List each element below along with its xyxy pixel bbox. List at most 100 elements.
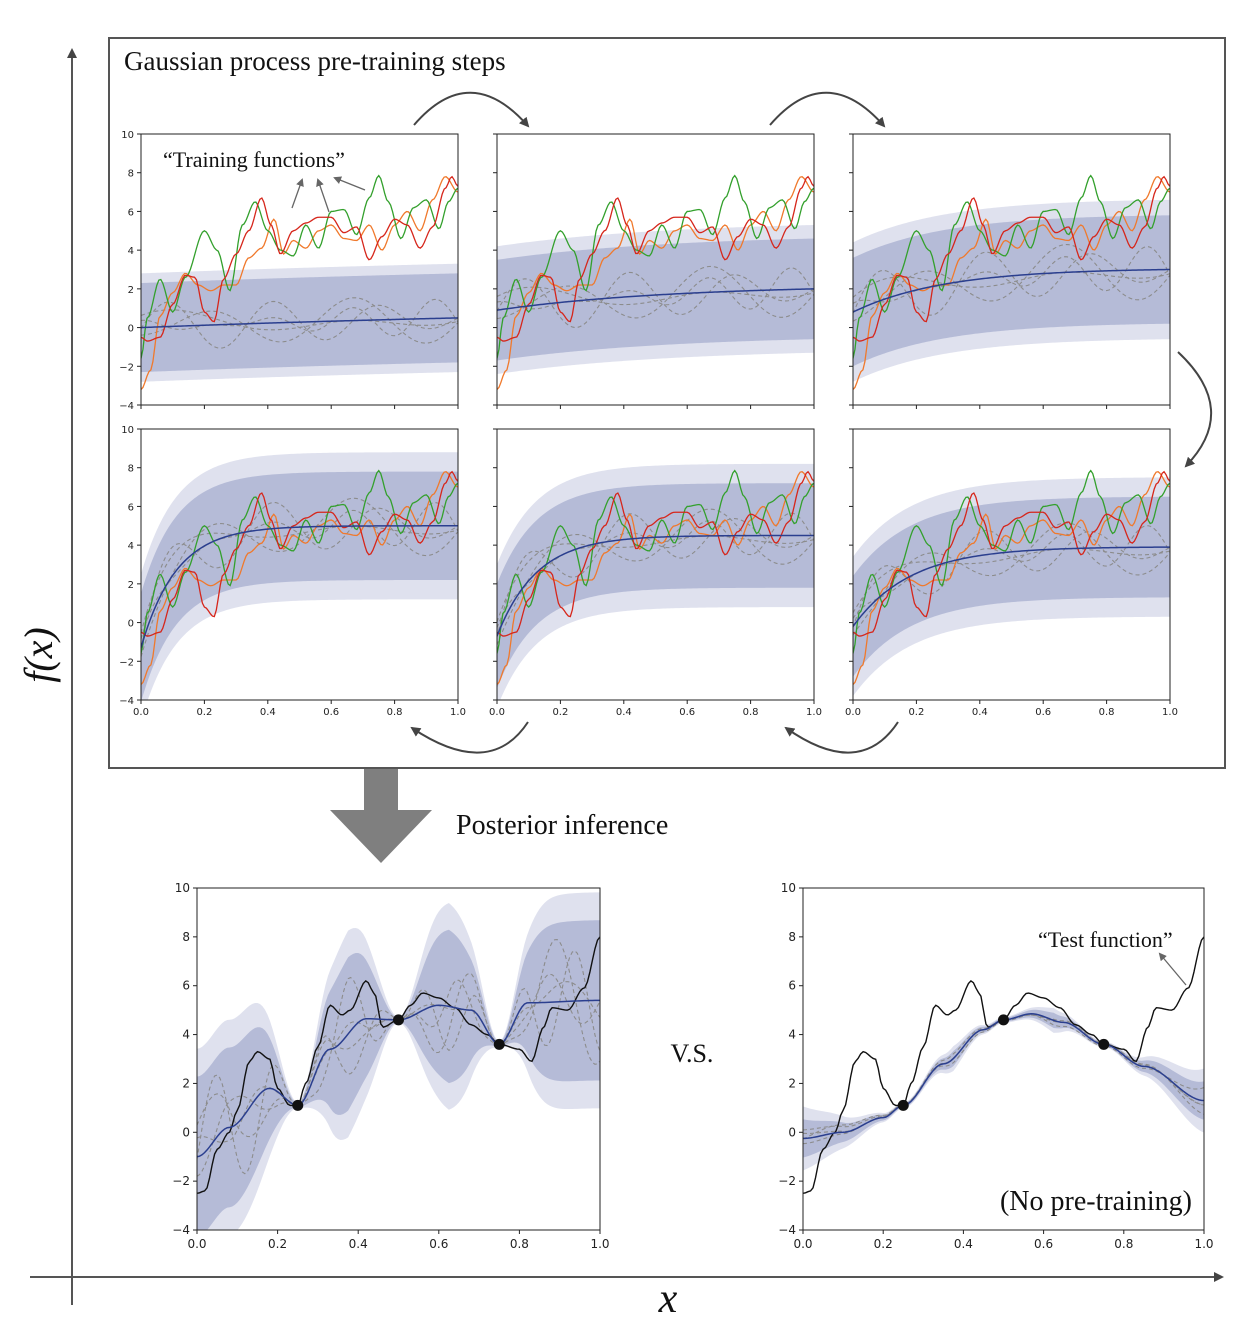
uncertainty-band-inner [197,920,600,1230]
y-tick-label: 10 [781,881,796,895]
y-tick-label: 10 [121,130,134,141]
uncertainty-band-inner [853,215,1170,367]
panel-step2 [493,133,815,409]
training-function-red [853,175,1170,342]
x-tick-label: 0.8 [387,707,403,718]
training-function-red [497,470,814,637]
x-tick-label: 0.2 [552,707,568,718]
x-tick-label: 0.0 [845,707,861,718]
x-tick-label: 0.4 [616,707,632,718]
x-tick-label: 1.0 [590,1237,609,1251]
y-tick-label: 2 [128,285,134,296]
training-function-green [497,174,814,359]
y-tick-label: 4 [788,1028,796,1042]
plot-frame [140,428,459,701]
training-annotation-arrow-2 [316,178,330,213]
x-tick-label: 0.2 [908,707,924,718]
plot-frame [496,428,815,701]
x-tick-label: 0.6 [679,707,695,718]
y-tick-label: 2 [788,1076,796,1090]
plot-frame [496,133,815,406]
y-tick-label: 10 [175,881,190,895]
training-function-orange [853,471,1170,685]
training-function-red [497,175,814,342]
x-tick-label: 1.0 [1162,707,1178,718]
posterior-mean-line [497,534,814,637]
x-tick-label: 0.0 [187,1237,206,1251]
sample-function [197,981,600,1138]
posterior-inference-label: Posterior inference [456,810,668,841]
y-tick-label: 8 [182,930,190,944]
vs-label: V.S. [671,1039,714,1068]
x-tick-label: 0.6 [323,707,339,718]
y-tick-label: −2 [778,1174,796,1188]
x-tick-label: 0.6 [429,1237,448,1251]
step-arrow-5-4 [410,721,529,754]
pretraining-box-title: Gaussian process pre-training steps [124,46,506,76]
sample-function [853,522,1170,636]
pretraining-box [108,37,1226,769]
y-tick-label: 0 [128,324,134,335]
x-tick-label: 0.0 [793,1237,812,1251]
y-tick-label: 0 [182,1125,190,1139]
panel-posterior_no_pretraining: −4 −2 0 2 4 6 8 10 0.0 0.2 0.4 0.6 0.8 1.0 [778,881,1213,1251]
posterior-mean-line [853,268,1170,313]
posterior-panels: −4 −2 0 2 4 6 8 10 0.0 0.2 0.4 0.6 0.8 1.0 −4 −2 0 2 4 6 8 10… [172,881,1213,1251]
y-tick-label: −4 [119,696,134,707]
y-tick-label: −2 [119,657,134,668]
y-tick-label: −4 [119,401,134,412]
plot-area [141,174,458,390]
training-function-green [497,469,814,654]
observation-point [897,1099,909,1111]
sample-function [141,497,458,658]
x-tick-label: 0.4 [260,707,276,718]
x-tick-label: 1.0 [1194,1237,1213,1251]
y-tick-label: 6 [128,207,134,218]
training-function-orange [853,176,1170,390]
training-function-green [141,174,458,359]
x-tick-label: 0.8 [510,1237,529,1251]
y-tick-label: −2 [172,1174,190,1188]
plot-area [497,463,814,700]
y-tick-label: 8 [788,930,796,944]
panel-step5: 0.0 0.2 0.4 0.6 0.8 1.0 [489,428,822,718]
y-tick-label: 8 [128,464,134,475]
x-tick-label: 0.0 [489,707,505,718]
y-tick-label: 4 [182,1028,190,1042]
x-tick-label: 0.8 [1114,1237,1133,1251]
x-tick-label: 1.0 [806,707,822,718]
x-tick-label: 0.6 [1035,707,1051,718]
pretraining-panels: −4 −2 0 2 4 6 8 10 −4 −2 0 2 4 6 8 10 0.0 0.2 0.4 0.6 0.8 1.0… [119,130,1178,718]
y-tick-label: 10 [121,425,134,436]
observation-point [1098,1038,1110,1050]
y-tick-label: 6 [788,979,796,993]
observation-point [493,1038,505,1050]
x-tick-label: 0.2 [874,1237,893,1251]
test-function-annotation: “Test function” [1038,927,1173,952]
plot-area [853,469,1170,697]
observation-point [393,1014,404,1026]
test-annotation-arrow [1158,952,1187,986]
x-tick-label: 0.4 [349,1237,368,1251]
x-tick-label: 0.0 [133,707,149,718]
training-annotation-arrow-1 [291,178,304,209]
panel-step1: −4 −2 0 2 4 6 8 10 [119,130,459,412]
y-axis-label: f(x) [16,627,61,683]
training-function-orange [141,471,458,685]
x-tick-label: 1.0 [450,707,466,718]
y-tick-label: −4 [172,1223,190,1237]
x-tick-label: 0.8 [1099,707,1115,718]
training-function-orange [497,176,814,390]
sample-function [141,501,458,650]
y-tick-label: 4 [128,246,134,257]
step-arrow-6-5 [784,721,899,754]
y-tick-label: 0 [788,1125,796,1139]
step-arrow-2-3 [769,91,886,128]
plot-frame [852,428,1171,701]
panel-posterior_pretrained: −4 −2 0 2 4 6 8 10 0.0 0.2 0.4 0.6 0.8 1.0 [172,881,609,1251]
x-tick-label: 0.4 [954,1237,973,1251]
plot-frame [196,887,601,1231]
x-tick-label: 0.8 [743,707,759,718]
plot-frame [802,887,1205,1231]
